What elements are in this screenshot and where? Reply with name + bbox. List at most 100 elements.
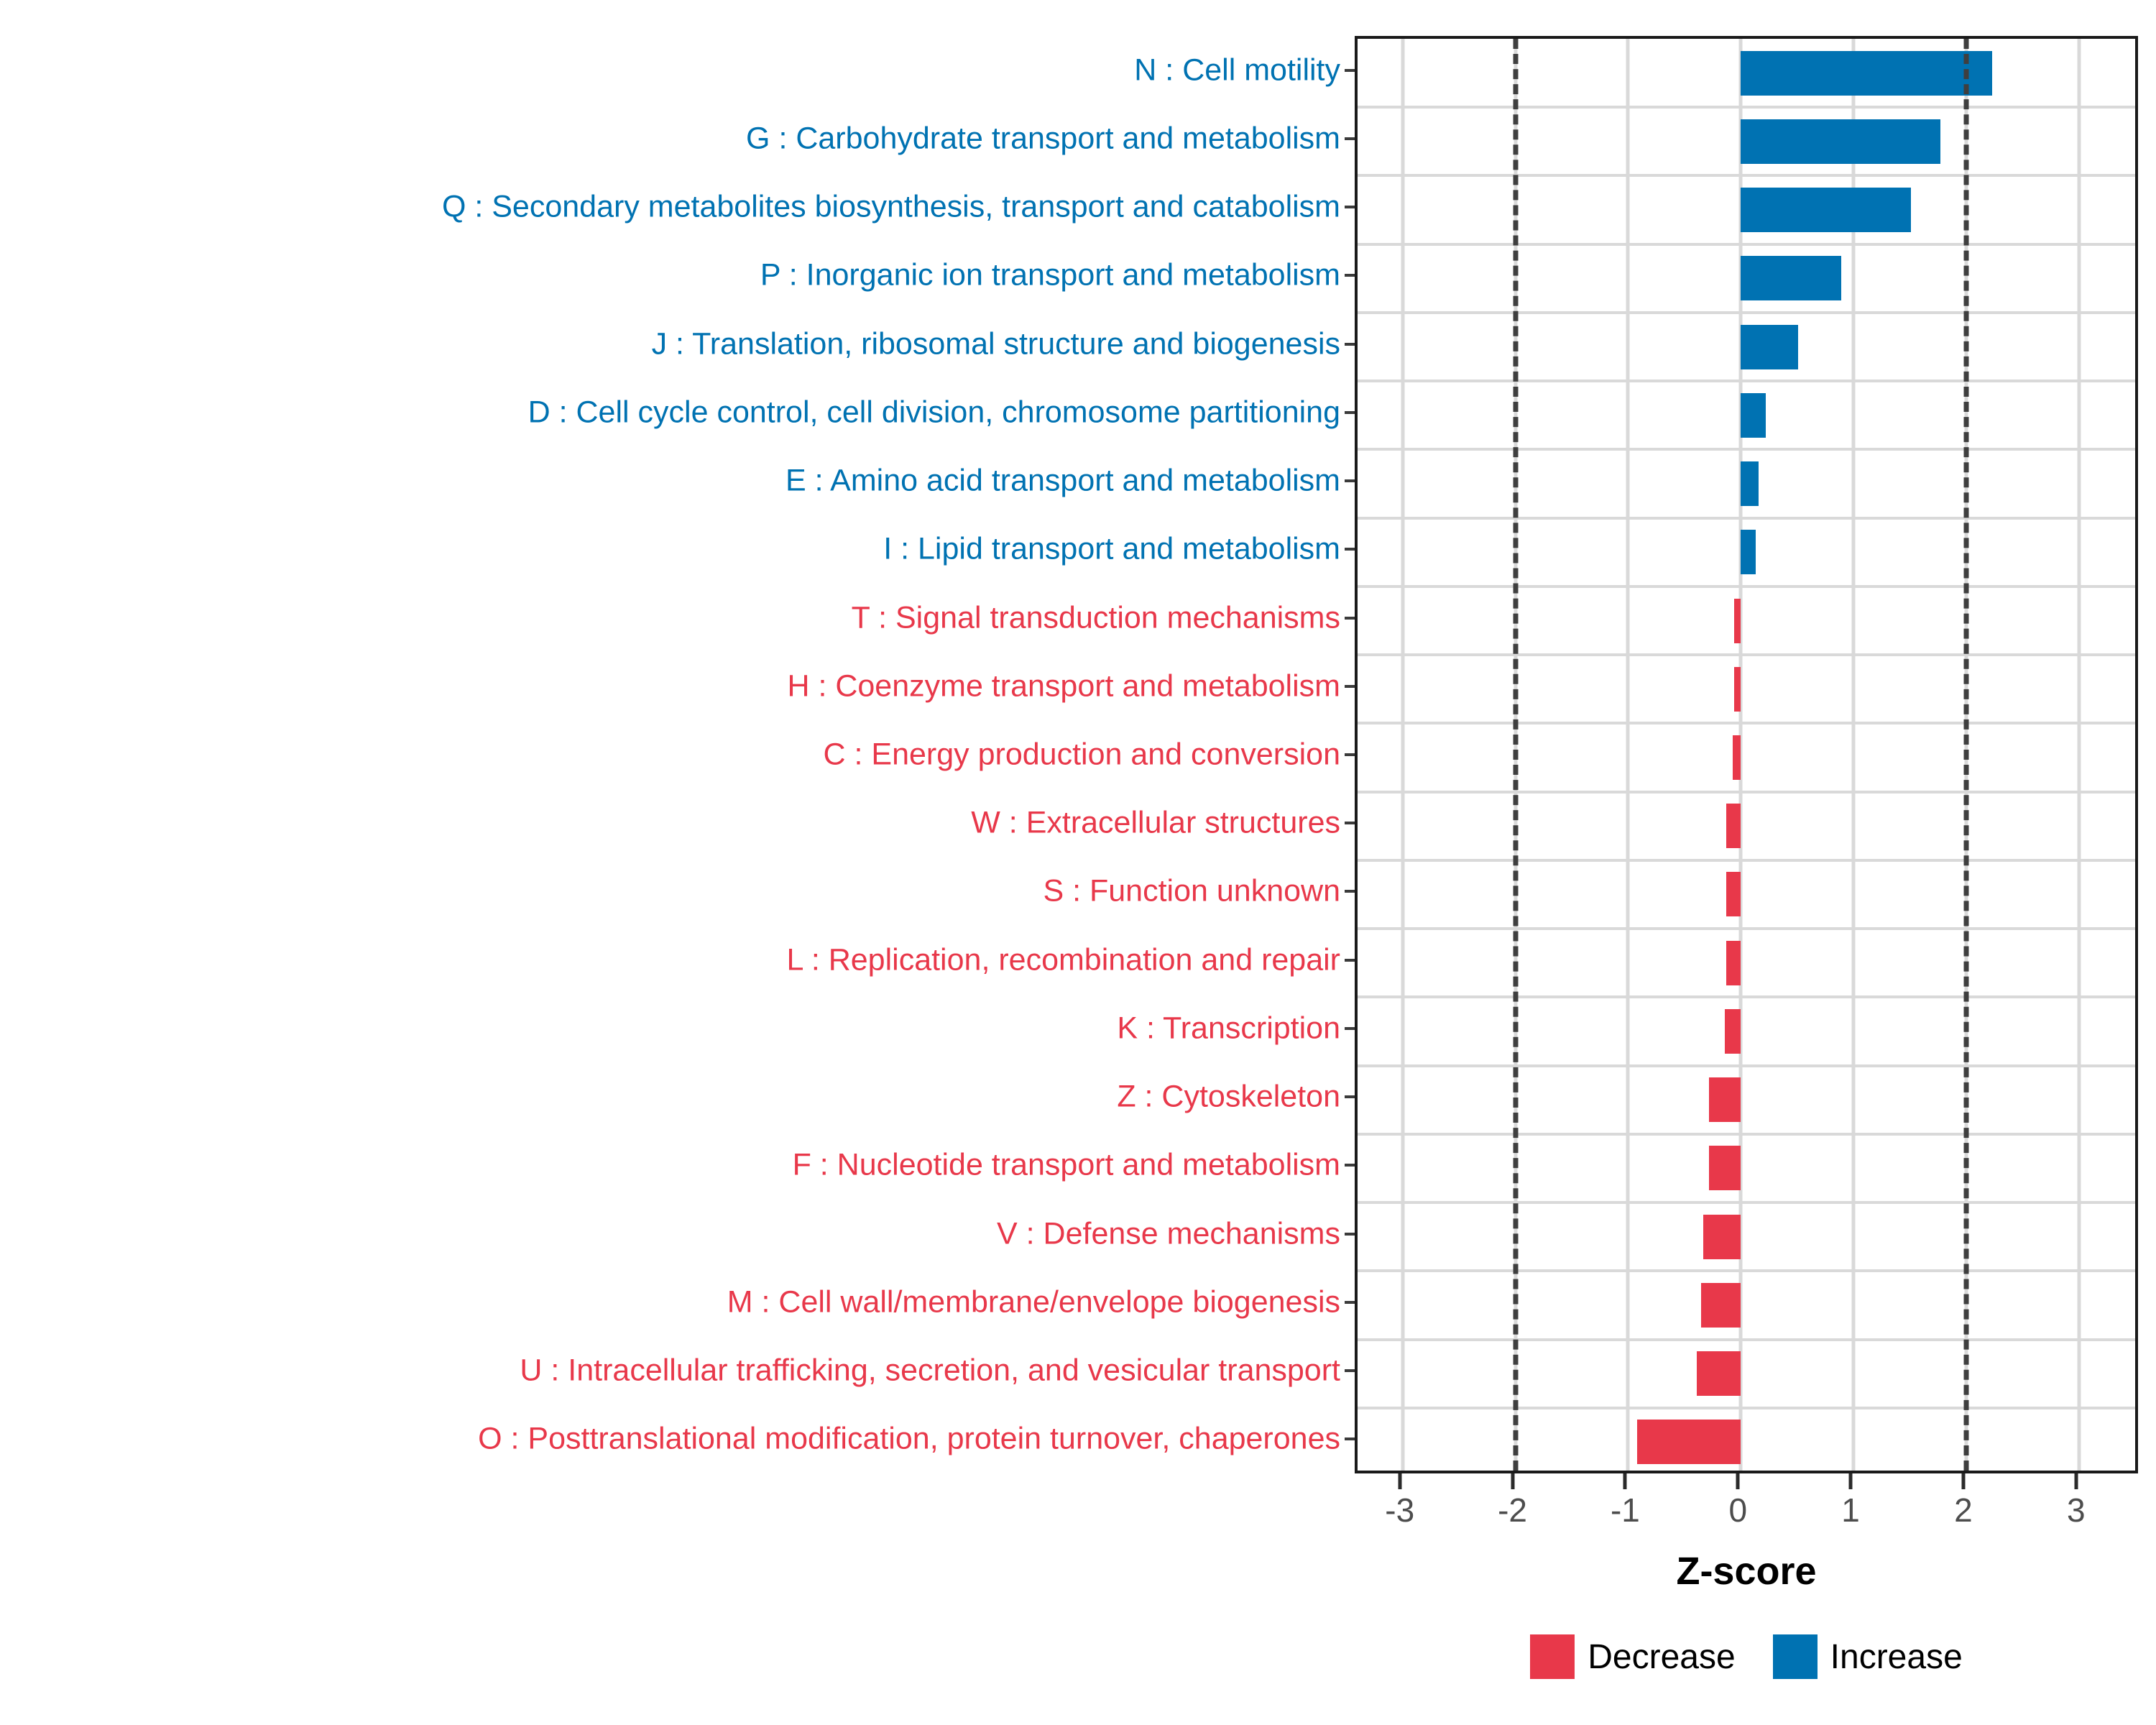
y-axis-tick-mark bbox=[1345, 137, 1355, 140]
horizontal-gridline bbox=[1358, 380, 2135, 383]
x-axis-tick-mark bbox=[1961, 1473, 1966, 1489]
horizontal-gridline bbox=[1358, 1406, 2135, 1409]
vertical-gridline bbox=[1401, 39, 1405, 1471]
bar[interactable] bbox=[1741, 256, 1841, 301]
horizontal-gridline bbox=[1358, 1269, 2135, 1273]
y-axis-tick-mark bbox=[1345, 1095, 1355, 1099]
horizontal-gridline bbox=[1358, 242, 2135, 246]
y-axis-tick-label: Q : Secondary metabolites biosynthesis, … bbox=[441, 189, 1340, 224]
x-axis-tick-mark bbox=[1623, 1473, 1627, 1489]
legend: Decrease Increase bbox=[1355, 1628, 2138, 1685]
y-axis-tick-label: J : Translation, ribosomal structure and… bbox=[651, 326, 1340, 362]
horizontal-gridline bbox=[1358, 174, 2135, 178]
bar[interactable] bbox=[1741, 50, 1992, 96]
x-axis-tick-mark bbox=[1848, 1473, 1853, 1489]
bar[interactable] bbox=[1741, 530, 1756, 575]
y-axis-tick-label: C : Energy production and conversion bbox=[823, 737, 1340, 772]
y-axis-tick-label: O : Posttranslational modification, prot… bbox=[478, 1421, 1340, 1456]
bar[interactable] bbox=[1741, 188, 1912, 233]
y-axis-tick-mark bbox=[1345, 68, 1355, 72]
bar[interactable] bbox=[1741, 119, 1940, 164]
bar[interactable] bbox=[1726, 940, 1741, 985]
y-axis-tick-label: H : Coenzyme transport and metabolism bbox=[787, 668, 1340, 704]
y-axis-tick-mark bbox=[1345, 1232, 1355, 1236]
x-axis-tick-mark bbox=[1511, 1473, 1515, 1489]
x-axis-tick-mark bbox=[1398, 1473, 1402, 1489]
horizontal-gridline bbox=[1358, 927, 2135, 931]
legend-label: Increase bbox=[1830, 1637, 1963, 1676]
x-axis-tick-label: -3 bbox=[1385, 1491, 1415, 1529]
y-axis-tick-mark bbox=[1345, 548, 1355, 551]
horizontal-gridline bbox=[1358, 1338, 2135, 1341]
y-axis-label-column: N : Cell motility G : Carbohydrate transp… bbox=[0, 36, 1355, 1473]
bar[interactable] bbox=[1741, 324, 1799, 369]
x-axis-tick-label: 2 bbox=[1954, 1491, 1973, 1529]
horizontal-gridline bbox=[1358, 1132, 2135, 1136]
y-axis-tick-mark bbox=[1345, 1369, 1355, 1373]
horizontal-gridline bbox=[1358, 995, 2135, 999]
bar[interactable] bbox=[1709, 1146, 1741, 1191]
bar[interactable] bbox=[1733, 735, 1741, 780]
y-axis-tick-mark bbox=[1345, 1164, 1355, 1167]
y-axis-tick-mark bbox=[1345, 274, 1355, 277]
y-axis-tick-label: E : Amino acid transport and metabolism bbox=[786, 463, 1340, 498]
bar[interactable] bbox=[1733, 666, 1741, 712]
y-axis-tick-mark bbox=[1345, 342, 1355, 346]
bar[interactable] bbox=[1703, 1214, 1741, 1259]
y-axis-tick-mark bbox=[1345, 890, 1355, 893]
bar[interactable] bbox=[1733, 598, 1741, 643]
x-axis-tick-label: -2 bbox=[1498, 1491, 1528, 1529]
x-axis-tick-label: 3 bbox=[2066, 1491, 2086, 1529]
bar[interactable] bbox=[1709, 1077, 1741, 1123]
y-axis-tick-mark bbox=[1345, 1026, 1355, 1030]
x-axis-title: Z-score bbox=[1676, 1550, 1817, 1593]
legend-item[interactable]: Increase bbox=[1772, 1634, 1963, 1679]
y-axis-tick-mark bbox=[1345, 206, 1355, 209]
y-axis-tick-label: W : Extracellular structures bbox=[971, 805, 1340, 840]
x-axis-tick-label: 0 bbox=[1728, 1491, 1748, 1529]
y-axis-tick-label: F : Nucleotide transport and metabolism bbox=[792, 1147, 1340, 1182]
y-axis-tick-mark bbox=[1345, 479, 1355, 483]
x-axis-tick-mark bbox=[1736, 1473, 1740, 1489]
x-axis-tick-label: -1 bbox=[1610, 1491, 1640, 1529]
y-axis-tick-label: G : Carbohydrate transport and metabolis… bbox=[746, 121, 1340, 156]
y-axis-tick-label: I : Lipid transport and metabolism bbox=[883, 531, 1340, 566]
horizontal-gridline bbox=[1358, 1064, 2135, 1067]
bar[interactable] bbox=[1726, 804, 1741, 849]
y-axis-tick-label: V : Defense mechanisms bbox=[997, 1216, 1340, 1251]
bar[interactable] bbox=[1741, 392, 1766, 438]
horizontal-gridline bbox=[1358, 1201, 2135, 1205]
bar[interactable] bbox=[1726, 872, 1741, 917]
y-axis-tick-mark bbox=[1345, 753, 1355, 756]
bar[interactable] bbox=[1725, 1008, 1741, 1054]
y-axis-tick-label: K : Transcription bbox=[1117, 1011, 1340, 1046]
legend-swatch-icon bbox=[1530, 1634, 1575, 1679]
horizontal-gridline bbox=[1358, 448, 2135, 451]
horizontal-gridline bbox=[1358, 516, 2135, 520]
plot-panel bbox=[1355, 36, 2138, 1473]
vertical-gridline bbox=[1738, 39, 1743, 1471]
y-axis-tick-label: D : Cell cycle control, cell division, c… bbox=[528, 395, 1340, 430]
bar[interactable] bbox=[1697, 1351, 1741, 1397]
reference-line bbox=[1513, 39, 1519, 1471]
y-axis-tick-label: M : Cell wall/membrane/envelope biogenes… bbox=[727, 1284, 1340, 1320]
x-axis-tick-mark bbox=[2074, 1473, 2078, 1489]
horizontal-gridline bbox=[1358, 584, 2135, 588]
bar[interactable] bbox=[1741, 461, 1759, 507]
horizontal-gridline bbox=[1358, 722, 2135, 725]
y-axis-tick-mark bbox=[1345, 684, 1355, 688]
legend-swatch-icon bbox=[1772, 1634, 1818, 1679]
x-axis-tick-label: 1 bbox=[1841, 1491, 1860, 1529]
vertical-gridline bbox=[1851, 39, 1856, 1471]
y-axis-tick-label: Z : Cytoskeleton bbox=[1117, 1079, 1340, 1114]
bar[interactable] bbox=[1701, 1282, 1741, 1328]
y-axis-tick-label: P : Inorganic ion transport and metaboli… bbox=[760, 257, 1340, 293]
y-axis-tick-mark bbox=[1345, 958, 1355, 962]
y-axis-tick-label: U : Intracellular trafficking, secretion… bbox=[520, 1353, 1340, 1388]
bar[interactable] bbox=[1636, 1420, 1741, 1465]
x-axis: -3 -2 -1 0 1 2 3 bbox=[1355, 1473, 2138, 1560]
legend-item[interactable]: Decrease bbox=[1530, 1634, 1736, 1679]
legend-label: Decrease bbox=[1588, 1637, 1736, 1676]
horizontal-gridline bbox=[1358, 106, 2135, 109]
